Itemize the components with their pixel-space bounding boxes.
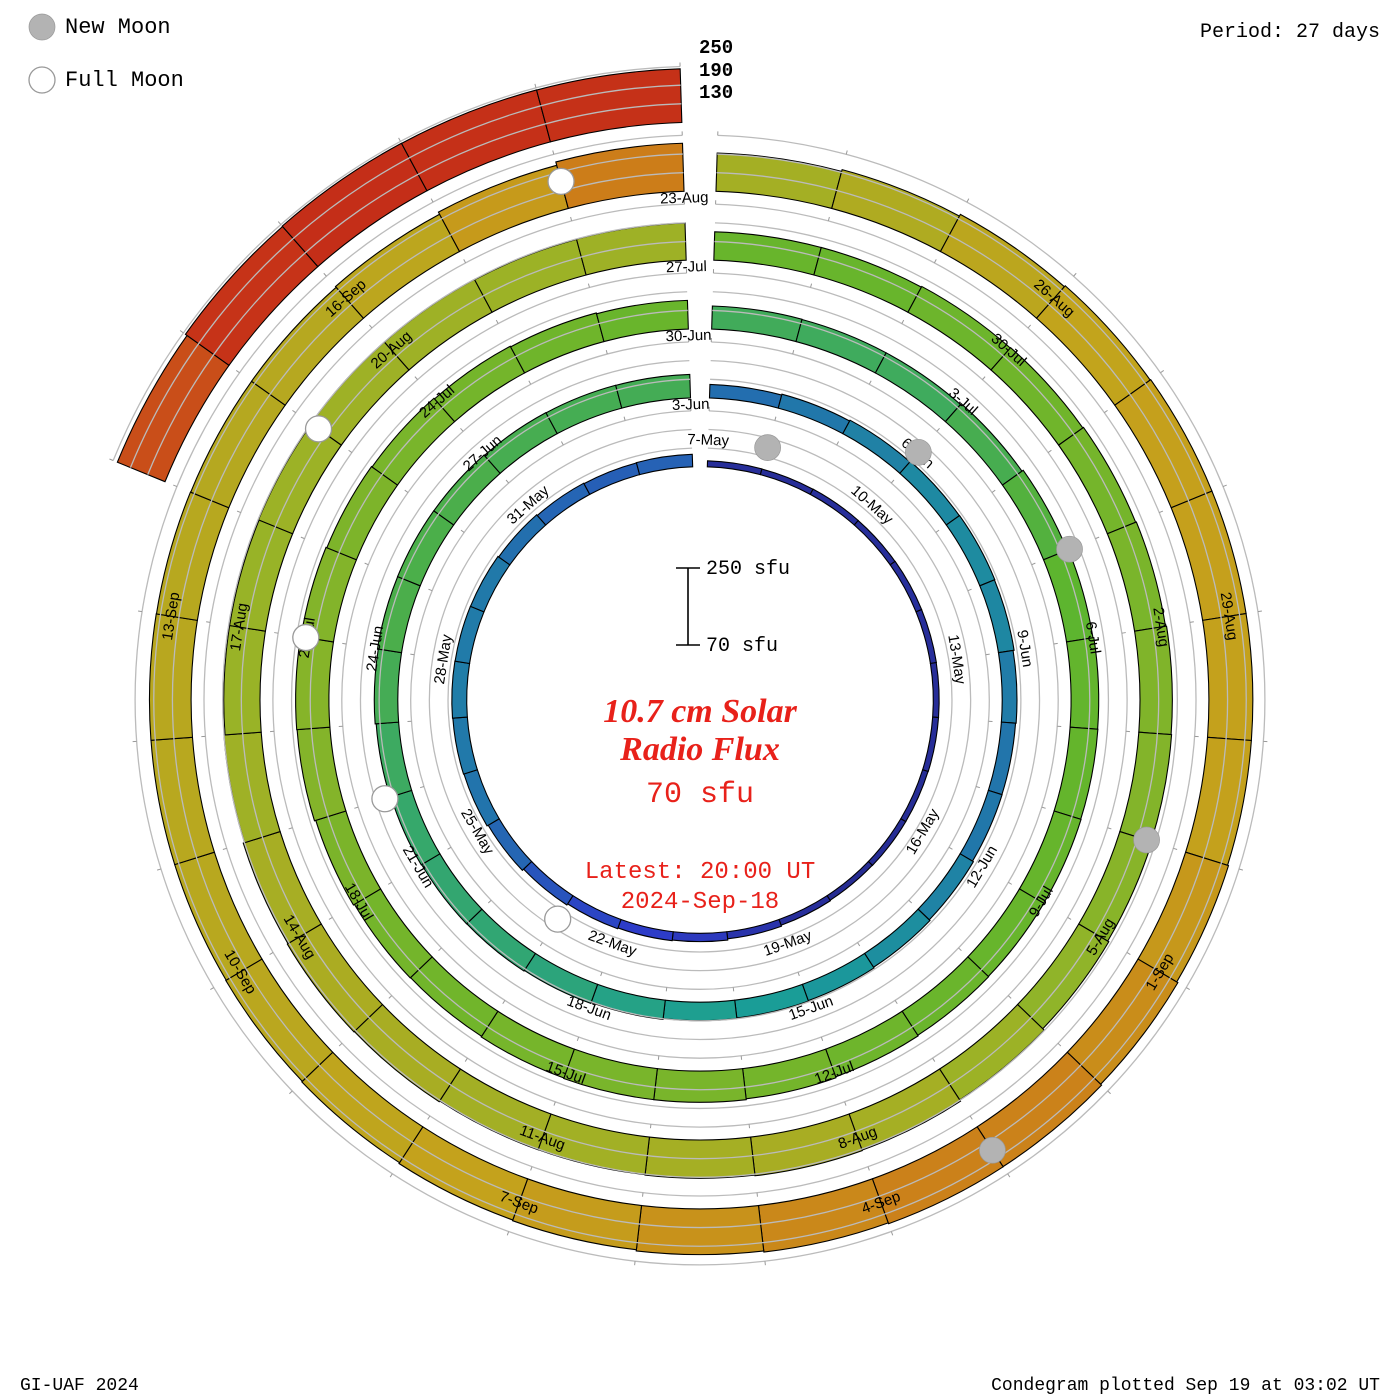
svg-text:70 sfu: 70 sfu — [706, 635, 778, 658]
svg-text:23-Aug: 23-Aug — [660, 189, 709, 208]
svg-text:70 sfu: 70 sfu — [646, 778, 754, 812]
svg-text:30-Jun: 30-Jun — [665, 327, 711, 345]
svg-text:3-Jun: 3-Jun — [672, 396, 710, 414]
svg-text:7-May: 7-May — [687, 431, 730, 449]
svg-text:10.7 cm Solar: 10.7 cm Solar — [603, 693, 797, 730]
svg-text:130: 130 — [699, 82, 733, 104]
svg-text:Radio Flux: Radio Flux — [619, 731, 780, 768]
svg-text:Full Moon: Full Moon — [65, 68, 184, 93]
svg-text:250 sfu: 250 sfu — [706, 558, 790, 581]
svg-text:GI-UAF 2024: GI-UAF 2024 — [20, 1376, 139, 1396]
svg-text:190: 190 — [699, 60, 733, 82]
svg-text:New Moon: New Moon — [65, 15, 171, 40]
svg-text:Condegram plotted Sep 19 at 03: Condegram plotted Sep 19 at 03:02 UT — [991, 1376, 1380, 1396]
svg-text:2024-Sep-18: 2024-Sep-18 — [621, 889, 779, 916]
svg-text:Period: 27 days: Period: 27 days — [1200, 21, 1380, 44]
svg-text:Latest: 20:00 UT: Latest: 20:00 UT — [585, 859, 815, 886]
svg-text:250: 250 — [699, 37, 733, 59]
svg-text:27-Jul: 27-Jul — [666, 258, 707, 276]
